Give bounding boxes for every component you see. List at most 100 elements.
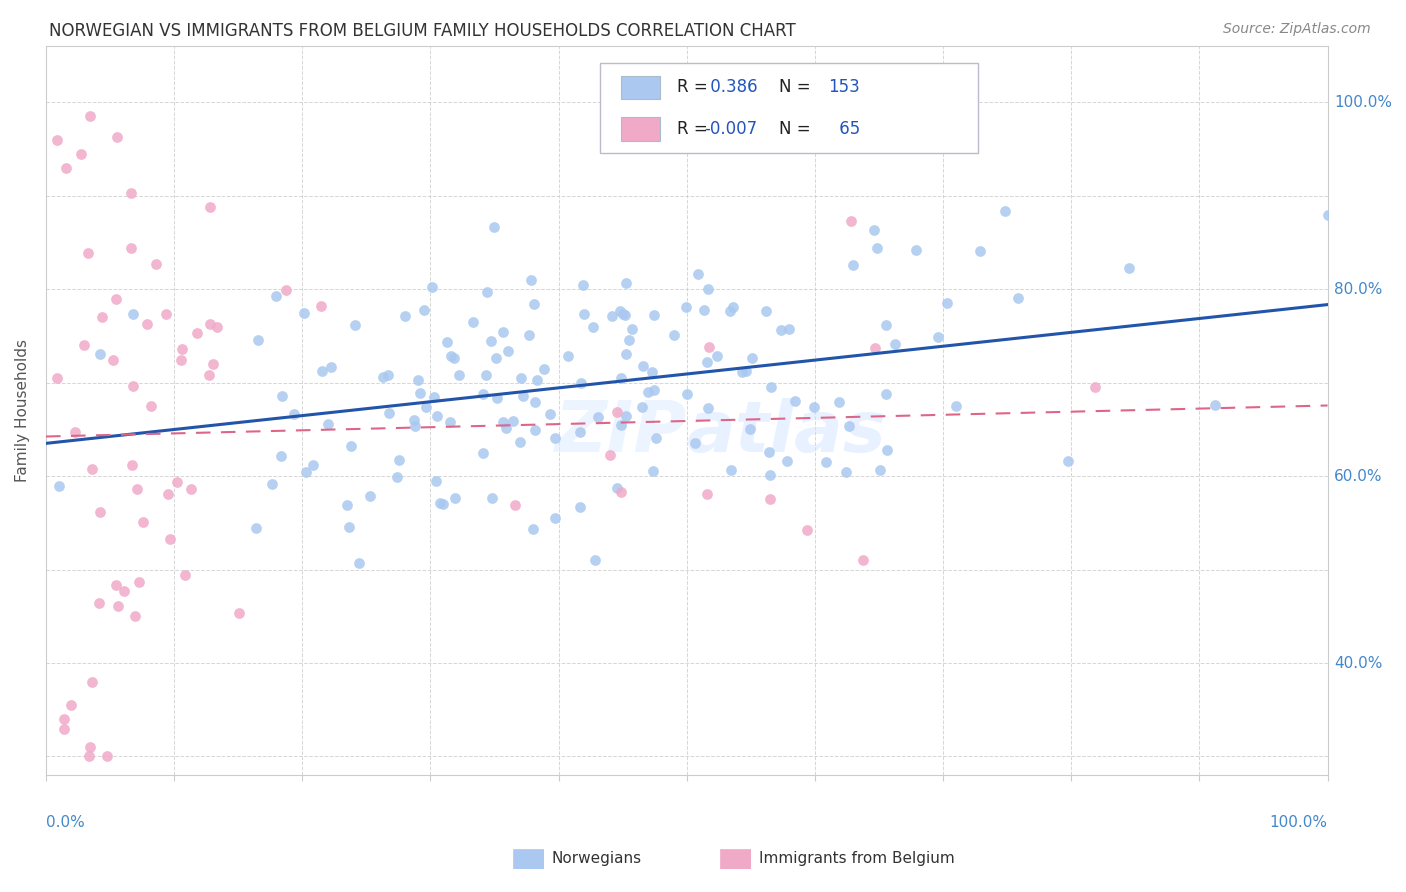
Point (1118, 261, 1140, 276)
Point (697, 282, 720, 296)
Point (205, 320, 228, 334)
Point (945, 399, 967, 413)
Point (174, 568, 197, 582)
Point (502, 414, 524, 428)
Point (740, 421, 762, 435)
Point (371, 370, 394, 384)
Point (271, 389, 294, 403)
Point (82, 674, 104, 689)
Point (301, 458, 323, 472)
Point (52, 722, 75, 736)
Point (292, 306, 315, 320)
Point (758, 445, 780, 459)
Point (852, 553, 875, 567)
Point (344, 318, 367, 333)
Point (770, 323, 793, 337)
Point (571, 277, 593, 292)
Point (685, 435, 707, 450)
Point (347, 556, 370, 570)
Point (377, 368, 399, 382)
Point (796, 523, 818, 537)
Point (107, 599, 129, 614)
Point (122, 308, 145, 322)
Point (696, 355, 718, 369)
Point (969, 244, 991, 258)
Point (610, 484, 633, 499)
Point (76, 246, 98, 260)
Point (444, 491, 467, 505)
Point (675, 387, 697, 401)
Point (510, 371, 533, 385)
Point (388, 453, 411, 467)
Point (544, 431, 567, 445)
Point (79, 749, 101, 764)
Point (228, 606, 250, 620)
Point (617, 333, 640, 347)
Point (409, 386, 432, 401)
Point (503, 498, 526, 512)
Point (402, 412, 425, 426)
Point (104, 293, 127, 307)
Point (112, 584, 135, 599)
Point (127, 482, 149, 496)
Point (643, 383, 665, 397)
Point (311, 364, 333, 378)
Point (65, 425, 87, 439)
Point (936, 296, 959, 310)
Point (105, 130, 128, 145)
Point (475, 368, 498, 382)
Point (863, 223, 886, 237)
Point (294, 465, 316, 479)
Text: 0.0%: 0.0% (46, 815, 84, 830)
Point (612, 307, 634, 321)
Point (637, 385, 659, 400)
Point (136, 317, 159, 331)
Point (614, 347, 637, 361)
Point (436, 335, 458, 350)
Point (89, 505, 111, 519)
Point (583, 552, 606, 566)
Point (905, 243, 928, 257)
Point (319, 360, 342, 375)
Point (839, 214, 862, 228)
Text: Immigrants from Belgium: Immigrants from Belgium (759, 851, 955, 865)
Point (385, 470, 408, 484)
Point (471, 446, 494, 460)
Text: ZIP: ZIP (554, 398, 686, 467)
Point (735, 364, 758, 378)
Point (415, 400, 437, 414)
Point (994, 204, 1017, 219)
FancyBboxPatch shape (621, 76, 659, 99)
Point (512, 389, 534, 403)
Point (1204, 398, 1226, 412)
Point (755, 304, 778, 318)
Point (247, 333, 270, 347)
Point (875, 318, 897, 332)
Point (496, 344, 519, 359)
Point (309, 299, 332, 313)
Point (91, 310, 114, 324)
Point (120, 241, 142, 255)
Point (721, 300, 744, 314)
Point (89, 347, 111, 361)
Point (45, 370, 67, 384)
Point (245, 521, 267, 535)
Point (688, 267, 710, 281)
Point (927, 330, 949, 344)
Point (45, 133, 67, 147)
Point (70, 146, 93, 161)
Point (814, 454, 837, 468)
Point (675, 300, 697, 314)
Text: R =: R = (676, 120, 707, 138)
Point (377, 406, 399, 420)
Point (696, 487, 718, 501)
Point (693, 303, 716, 318)
Point (621, 322, 644, 336)
Point (741, 351, 763, 365)
Point (492, 325, 515, 339)
Point (482, 220, 505, 235)
Point (413, 303, 436, 318)
Text: Source: ZipAtlas.com: Source: ZipAtlas.com (1223, 22, 1371, 37)
Point (697, 401, 720, 416)
Point (517, 327, 540, 342)
